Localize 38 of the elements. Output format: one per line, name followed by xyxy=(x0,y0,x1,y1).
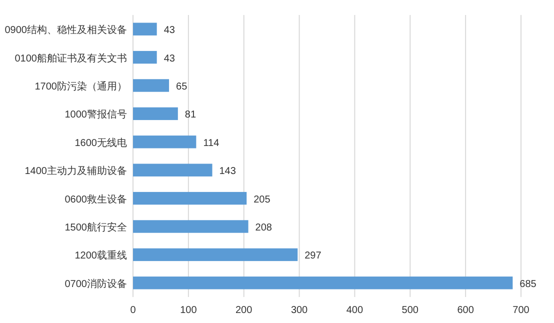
bar xyxy=(133,107,178,120)
data-label: 208 xyxy=(255,222,272,234)
data-label: 143 xyxy=(219,166,236,178)
y-tick-label: 0900结构、稳性及相关设备 xyxy=(4,24,127,36)
x-tick-label: 200 xyxy=(236,305,253,316)
x-tick-label: 700 xyxy=(512,305,530,316)
y-tick-label: 0100船舶证书及有关文书 xyxy=(14,52,127,64)
x-tick-label: 400 xyxy=(346,305,364,316)
bar xyxy=(133,79,170,92)
y-tick-label: 0600救生设备 xyxy=(64,193,127,206)
x-tick-label: 600 xyxy=(457,305,474,316)
y-tick-label: 1500航行安全 xyxy=(64,222,127,234)
data-label: 81 xyxy=(184,110,196,121)
x-tick-label: 500 xyxy=(402,305,419,316)
bar xyxy=(133,164,212,176)
y-tick-label: 0700消防设备 xyxy=(64,278,127,290)
data-label: 43 xyxy=(164,25,176,36)
bar xyxy=(133,50,157,64)
bar xyxy=(133,192,247,205)
data-label: 205 xyxy=(254,194,271,206)
bar xyxy=(133,276,513,290)
bar xyxy=(133,248,298,262)
bar xyxy=(133,22,157,36)
y-tick-label: 1000警报信号 xyxy=(64,108,127,121)
y-tick-label: 1700防污染（通用） xyxy=(34,80,127,92)
bar xyxy=(133,136,196,148)
bar xyxy=(133,220,248,233)
y-tick-label: 1600无线电 xyxy=(74,136,127,149)
data-label: 297 xyxy=(304,250,322,262)
data-label: 114 xyxy=(203,138,220,149)
data-label: 65 xyxy=(176,82,188,92)
x-tick-label: 300 xyxy=(290,305,308,316)
x-tick-label: 0 xyxy=(130,305,136,316)
data-label: 685 xyxy=(520,278,537,290)
x-tick-label: 100 xyxy=(180,305,198,316)
y-tick-label: 1200载重线 xyxy=(74,250,127,262)
data-label: 43 xyxy=(164,53,176,64)
y-tick-label: 1400主动力及辅助设备 xyxy=(24,165,127,178)
